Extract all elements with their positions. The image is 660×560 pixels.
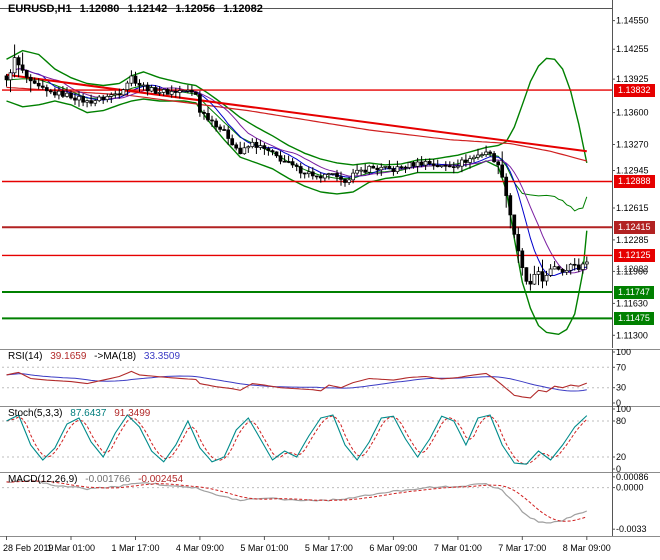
svg-text:1.13270: 1.13270 xyxy=(616,140,649,150)
svg-text:1.12945: 1.12945 xyxy=(616,166,649,176)
svg-text:7 Mar 01:00: 7 Mar 01:00 xyxy=(434,543,482,553)
stoch-value: 87.6437 xyxy=(70,408,107,419)
time-axis[interactable]: 28 Feb 2019 1 Mar 01:00 1 Mar 17:00 4 Mar 0… xyxy=(0,536,660,560)
svg-text:28 Feb 2019: 28 Feb 2019 xyxy=(3,543,54,553)
price-chart-canvas[interactable]: 1.14550 1.14255 1.13925 1.13600 1.13270 1.129… xyxy=(0,0,660,348)
ohlc-high: 1.12142 xyxy=(127,3,168,15)
svg-text:0: 0 xyxy=(616,464,621,472)
svg-text:1.12615: 1.12615 xyxy=(616,203,649,213)
price-line-badge[interactable]: 1.11747 xyxy=(614,286,654,299)
svg-text:6 Mar 09:00: 6 Mar 09:00 xyxy=(369,543,417,553)
ohlc-open: 1.12080 xyxy=(79,3,120,15)
svg-text:0: 0 xyxy=(616,398,621,406)
svg-text:5 Mar 01:00: 5 Mar 01:00 xyxy=(240,543,288,553)
price-line-badge[interactable]: 1.12888 xyxy=(614,175,655,188)
stochastic-label: Stoch(5,3,3) 87.6437 91.3499 xyxy=(8,408,155,419)
rsi-canvas[interactable]: 100 70 30 0 xyxy=(0,349,660,406)
svg-text:100: 100 xyxy=(616,406,631,414)
svg-text:1.14550: 1.14550 xyxy=(616,16,649,26)
price-line-badge[interactable]: 1.11475 xyxy=(614,312,654,325)
price-line-badge[interactable]: 1.12125 xyxy=(614,249,655,262)
macd-name: MACD(12,26,9) xyxy=(8,474,78,485)
symbol-timeframe: EURUSD,H1 xyxy=(8,3,72,15)
rsi-ma-name: ->MA(18) xyxy=(94,351,137,362)
svg-text:1.11630: 1.11630 xyxy=(616,298,648,308)
svg-text:1.11960: 1.11960 xyxy=(616,266,648,276)
svg-text:20: 20 xyxy=(616,452,626,462)
ohlc-readout: EURUSD,H1 1.12080 1.12142 1.12056 1.1208… xyxy=(8,3,268,15)
price-line-badge[interactable]: 1.12415 xyxy=(614,221,655,234)
rsi-name: RSI(14) xyxy=(8,351,43,362)
stoch-signal-value: 91.3499 xyxy=(114,408,151,419)
svg-text:1.11300: 1.11300 xyxy=(616,330,648,340)
svg-text:70: 70 xyxy=(616,362,626,372)
price-chart-panel: 1.14550 1.14255 1.13925 1.13600 1.13270 1.129… xyxy=(0,0,660,348)
svg-text:80: 80 xyxy=(616,416,626,426)
svg-text:7 Mar 17:00: 7 Mar 17:00 xyxy=(498,543,546,553)
svg-text:-0.0033: -0.0033 xyxy=(616,524,647,534)
price-line-badge[interactable]: 1.13832 xyxy=(614,84,655,97)
macd-value: -0.001766 xyxy=(85,474,131,485)
svg-text:30: 30 xyxy=(616,383,626,393)
rsi-label: RSI(14) 39.1659 ->MA(18) 33.3509 xyxy=(8,351,185,362)
rsi-indicator-panel: 100 70 30 0 RSI(14) 39.1659 ->MA(18) 33.350… xyxy=(0,349,660,406)
svg-text:100: 100 xyxy=(616,349,631,357)
svg-text:1.13600: 1.13600 xyxy=(616,108,649,118)
svg-text:1.12285: 1.12285 xyxy=(616,235,649,245)
svg-text:0.00086: 0.00086 xyxy=(616,472,649,482)
rsi-value: 39.1659 xyxy=(50,351,87,362)
svg-text:1.13925: 1.13925 xyxy=(616,74,649,84)
current-price-label: 1.12082 xyxy=(616,264,649,274)
svg-text:8 Mar 09:00: 8 Mar 09:00 xyxy=(563,543,611,553)
svg-text:0.0000: 0.0000 xyxy=(616,483,644,493)
stochastic-canvas[interactable]: 100 80 20 0 xyxy=(0,406,660,472)
rsi-ma-value: 33.3509 xyxy=(143,351,181,362)
macd-indicator-panel: 0.00086 0.0000 -0.0033 MACD(12,26,9) -0.00… xyxy=(0,472,660,536)
macd-label: MACD(12,26,9) -0.001766 -0.002454 xyxy=(8,474,188,485)
macd-signal-value: -0.002454 xyxy=(138,474,184,485)
ohlc-close: 1.12082 xyxy=(223,3,263,15)
svg-text:5 Mar 17:00: 5 Mar 17:00 xyxy=(305,543,353,553)
svg-text:1 Mar 17:00: 1 Mar 17:00 xyxy=(111,543,159,553)
svg-text:1.14255: 1.14255 xyxy=(616,44,649,54)
svg-text:1 Mar 01:00: 1 Mar 01:00 xyxy=(47,543,95,553)
ohlc-low: 1.12056 xyxy=(175,3,216,15)
stoch-name: Stoch(5,3,3) xyxy=(8,408,63,419)
stochastic-indicator-panel: 100 80 20 0 Stoch(5,3,3) 87.6437 91.3499 xyxy=(0,406,660,472)
svg-text:4 Mar 09:00: 4 Mar 09:00 xyxy=(176,543,224,553)
